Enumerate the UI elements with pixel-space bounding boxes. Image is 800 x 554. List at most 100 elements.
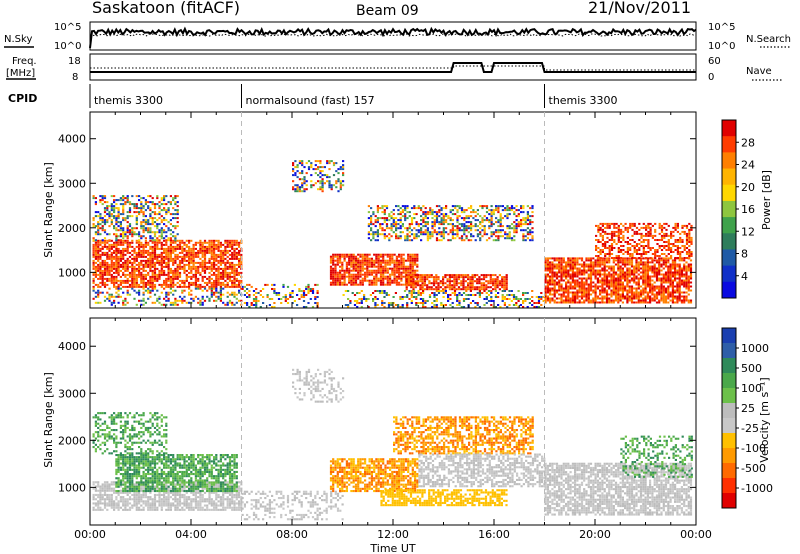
power-cell (240, 279, 243, 282)
power-cell (197, 251, 200, 254)
power-cell (520, 221, 523, 224)
power-cell (192, 297, 195, 300)
power-cell (426, 231, 429, 234)
power-cell (201, 261, 204, 264)
power-cell (404, 259, 408, 262)
power-cell (630, 287, 634, 290)
power-cell (341, 277, 344, 280)
power-cell (206, 249, 209, 252)
power-cell (319, 176, 322, 179)
power-cell (280, 298, 283, 300)
power-cell (410, 292, 413, 294)
power-cell (445, 221, 448, 224)
power-cell (398, 259, 401, 262)
power-cell (140, 203, 143, 206)
power-cell (110, 207, 113, 210)
power-cell (321, 186, 324, 189)
power-cell (124, 253, 127, 256)
power-cell (430, 286, 433, 289)
power-cell (569, 291, 572, 294)
power-cell (460, 284, 463, 287)
power-cell (592, 289, 595, 292)
power-cell (115, 247, 118, 250)
power-cell (97, 269, 100, 272)
power-cell (522, 223, 525, 226)
power-cell (142, 265, 145, 268)
power-cell (608, 257, 611, 260)
power-cell (565, 285, 568, 288)
power-cell (379, 223, 382, 226)
power-cell (222, 267, 225, 270)
power-cell (456, 294, 459, 296)
power-cell (115, 277, 118, 280)
power-cell (583, 299, 586, 302)
power-cell (473, 280, 476, 283)
power-cell (190, 251, 193, 254)
power-cell (165, 257, 168, 260)
power-cell (165, 255, 168, 258)
power-cell (490, 221, 493, 224)
power-cell (667, 287, 670, 290)
power-cell (203, 255, 207, 258)
power-cell (366, 275, 369, 278)
power-cell (188, 275, 191, 278)
power-cell (416, 259, 419, 262)
power-cell (549, 293, 552, 296)
power-cell (158, 247, 161, 250)
power-cell (633, 275, 636, 278)
power-cell (464, 276, 467, 279)
power-cell (608, 275, 611, 278)
power-cell (578, 277, 581, 280)
power-cell (419, 292, 422, 294)
power-cell (501, 296, 504, 298)
power-cell (126, 261, 129, 264)
power-cell (160, 241, 163, 244)
power-cell (485, 302, 488, 304)
power-cell (405, 284, 408, 287)
power-cell (562, 269, 565, 272)
power-cell (381, 207, 384, 210)
power-cell (262, 288, 265, 290)
power-cell (390, 227, 393, 230)
power-cell (437, 284, 440, 287)
power-cell (503, 284, 506, 287)
power-cell (637, 291, 640, 294)
power-cell (194, 265, 197, 268)
power-cell (133, 247, 136, 250)
power-cell (417, 294, 420, 296)
power-cell (140, 263, 143, 266)
power-cell (467, 227, 470, 230)
power-cell (426, 217, 429, 220)
power-cell (435, 298, 438, 300)
power-cell (445, 219, 448, 222)
power-cell (350, 255, 353, 258)
power-cell (462, 286, 465, 289)
power-cell (420, 227, 423, 230)
power-cell (456, 215, 459, 218)
power-cell (201, 265, 204, 268)
power-cell (456, 233, 459, 236)
power-cell (203, 249, 207, 252)
power-cell (172, 257, 175, 260)
power-cell (583, 301, 586, 304)
power-cell (583, 291, 586, 294)
power-cell (400, 279, 403, 282)
power-cell (169, 251, 172, 254)
power-cell (406, 302, 409, 304)
power-cell (383, 219, 386, 222)
power-cell (535, 296, 538, 298)
power-cell (370, 259, 373, 262)
power-cell (508, 294, 511, 296)
power-cell (117, 241, 120, 244)
power-cell (178, 275, 182, 278)
power-cell (113, 211, 116, 214)
power-cell (403, 290, 407, 292)
power-cell (194, 261, 197, 264)
power-cell (165, 281, 168, 284)
power-cell (303, 166, 306, 169)
power-cell (531, 300, 534, 302)
power-cell (485, 211, 489, 214)
power-cell (185, 243, 188, 246)
power-cell (124, 259, 127, 262)
power-cell (115, 217, 118, 220)
